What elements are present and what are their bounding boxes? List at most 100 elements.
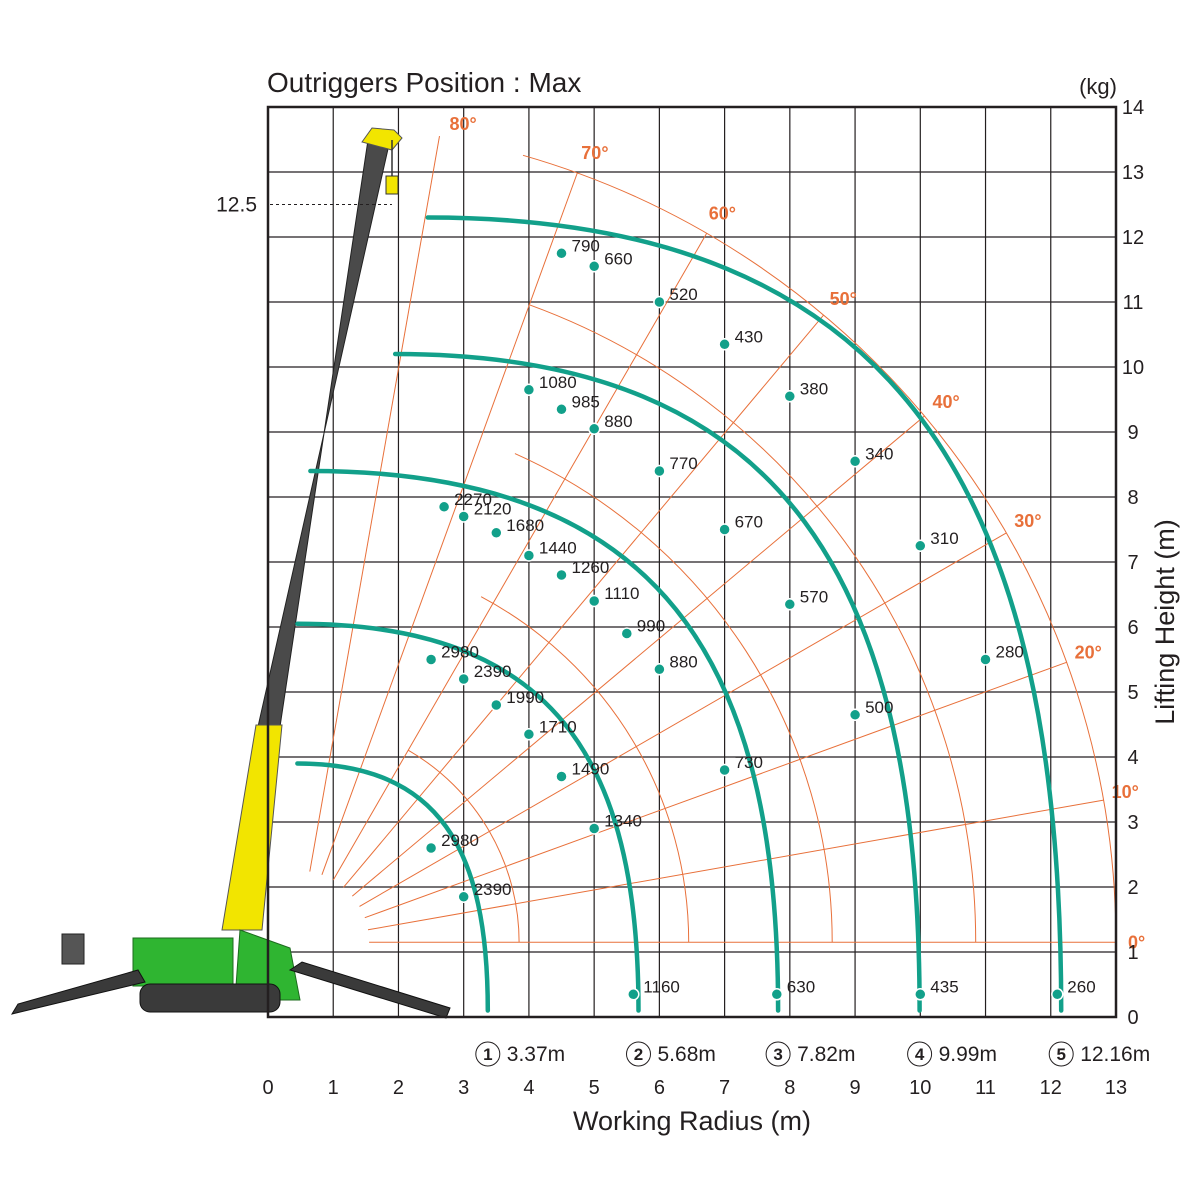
boom-section bbox=[254, 139, 391, 741]
load-point bbox=[522, 383, 536, 397]
x-tick-label: 3 bbox=[458, 1077, 469, 1099]
angle-label: 20° bbox=[1075, 642, 1102, 662]
boom-length-label: 7.82m bbox=[797, 1043, 855, 1066]
engine-body bbox=[132, 937, 234, 987]
angle-lines: 80° 70° 60° 50° 40° 30° 20° 10° 0° bbox=[309, 114, 1145, 952]
load-value: 770 bbox=[669, 454, 697, 473]
x-tick-label: 1 bbox=[328, 1077, 339, 1099]
load-point bbox=[770, 988, 784, 1001]
load-value: 430 bbox=[735, 327, 763, 346]
track bbox=[139, 983, 281, 1013]
load-value: 985 bbox=[572, 392, 600, 411]
y-axis-label: Lifting Height (m) bbox=[1150, 519, 1180, 725]
angle-line bbox=[367, 799, 1104, 931]
angle-line bbox=[351, 415, 925, 897]
load-value: 1490 bbox=[572, 760, 610, 779]
x-tick-label: 6 bbox=[654, 1077, 665, 1099]
load-value: 435 bbox=[930, 977, 958, 996]
load-value: 2390 bbox=[474, 880, 512, 899]
boom-length-label: 9.99m bbox=[939, 1043, 997, 1066]
unit-label: (kg) bbox=[1079, 74, 1117, 99]
load-point bbox=[555, 770, 568, 783]
load-point bbox=[783, 390, 797, 403]
load-point bbox=[783, 598, 797, 611]
x-tick-label: 2 bbox=[393, 1077, 404, 1099]
y-tick-label: 12 bbox=[1122, 227, 1144, 249]
x-tick-label: 13 bbox=[1105, 1077, 1127, 1099]
angle-label: 60° bbox=[709, 203, 736, 223]
load-value: 790 bbox=[572, 236, 600, 255]
boom-number: 3 bbox=[773, 1045, 782, 1064]
angle-label: 10° bbox=[1112, 782, 1139, 802]
angle-label: 80° bbox=[450, 114, 477, 134]
load-value: 880 bbox=[669, 652, 697, 671]
load-curves bbox=[295, 215, 1064, 1013]
load-point bbox=[718, 763, 731, 777]
angle-label: 50° bbox=[830, 289, 857, 309]
outrigger-left bbox=[10, 969, 146, 1015]
load-point bbox=[914, 988, 927, 1001]
x-tick-label: 11 bbox=[975, 1077, 996, 1099]
load-point bbox=[653, 295, 666, 309]
angle-label: 70° bbox=[581, 143, 608, 163]
boom-number-circle bbox=[1048, 1041, 1074, 1067]
angle-label: 0° bbox=[1128, 932, 1145, 952]
load-value: 1710 bbox=[539, 717, 577, 736]
y-tick-label: 4 bbox=[1127, 747, 1138, 769]
radius-arc bbox=[522, 154, 1117, 943]
load-point bbox=[490, 698, 503, 712]
boom-number-circle bbox=[765, 1041, 791, 1067]
load-curve bbox=[425, 215, 1064, 1013]
angle-label: 30° bbox=[1014, 511, 1041, 531]
load-point bbox=[848, 455, 862, 468]
load-point bbox=[653, 464, 666, 478]
load-curve bbox=[392, 351, 922, 1013]
load-point bbox=[522, 549, 536, 562]
boom-number: 1 bbox=[483, 1045, 492, 1064]
load-value: 1260 bbox=[572, 558, 610, 577]
load-value: 660 bbox=[604, 249, 632, 268]
load-value: 310 bbox=[930, 529, 958, 548]
hook-block bbox=[385, 175, 399, 195]
load-point bbox=[457, 510, 470, 523]
y-tick-label: 9 bbox=[1127, 422, 1138, 444]
y-tick-label: 3 bbox=[1127, 812, 1138, 834]
y-tick-label: 8 bbox=[1127, 487, 1138, 509]
load-value: 280 bbox=[996, 643, 1024, 662]
load-point bbox=[627, 988, 640, 1001]
chart-title: Outriggers Position : Max bbox=[267, 67, 581, 98]
load-value: 1160 bbox=[643, 977, 680, 996]
load-value: 2980 bbox=[441, 831, 479, 850]
tick-labels: 0 1 2 3 4 5 6 7 8 9 10 11 12 130123456789101112131412… bbox=[216, 97, 1144, 1099]
angle-line bbox=[321, 172, 578, 875]
load-point bbox=[555, 247, 568, 260]
x-tick-label: 8 bbox=[784, 1077, 795, 1099]
load-point bbox=[457, 890, 470, 904]
load-point bbox=[653, 663, 666, 676]
load-value: 2390 bbox=[474, 662, 512, 681]
boom-base-section bbox=[221, 724, 283, 931]
load-value: 500 bbox=[865, 698, 893, 717]
radius-arc bbox=[529, 304, 977, 943]
outrigger-right bbox=[288, 961, 451, 1019]
load-curve bbox=[308, 468, 781, 1013]
x-tick-label: 4 bbox=[523, 1077, 534, 1099]
load-curve bbox=[295, 761, 491, 1013]
x-tick-label: 5 bbox=[589, 1077, 600, 1099]
load-point bbox=[457, 672, 470, 686]
crane-illustration bbox=[10, 127, 451, 1019]
load-value: 1680 bbox=[506, 516, 544, 535]
y-tick-label: 5 bbox=[1127, 682, 1138, 704]
load-value: 1440 bbox=[539, 539, 577, 558]
y-tick-label: 13 bbox=[1122, 162, 1144, 184]
y-tick-label: 2 bbox=[1127, 877, 1138, 899]
plot-frame bbox=[266, 105, 1118, 1019]
load-point bbox=[424, 841, 438, 855]
boom-length-label: 12.16m bbox=[1080, 1043, 1150, 1066]
load-value: 730 bbox=[735, 753, 763, 772]
boom-number: 5 bbox=[1056, 1045, 1065, 1064]
angle-line bbox=[332, 233, 708, 881]
load-value: 260 bbox=[1067, 977, 1095, 996]
